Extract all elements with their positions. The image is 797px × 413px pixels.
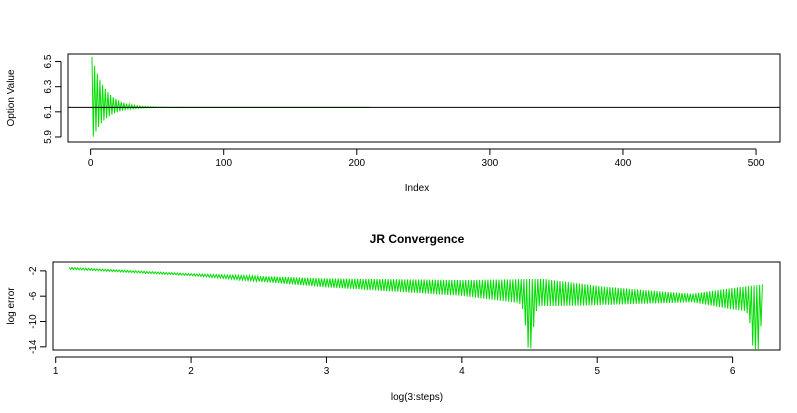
plot-frame (52, 261, 781, 351)
x-tick-label: 100 (215, 158, 232, 169)
option-value-plot: 0 100 200 300 400 500 5.9 6.1 6.3 6.5 Index Opti… (6, 53, 781, 194)
y-tick-label: 6.3 (43, 79, 54, 93)
chart-title: JR Convergence (370, 232, 465, 246)
y-tick-label: 5.9 (43, 130, 54, 144)
plot-frame (67, 53, 781, 143)
y-axis-label: Option Value (6, 69, 17, 127)
series-group (68, 266, 763, 351)
x-tick-label: 1 (53, 366, 59, 377)
x-tick-label: 300 (482, 158, 499, 169)
x-tick-label: 400 (615, 158, 632, 169)
jr-convergence-plot: JR Convergence 1 2 3 4 5 6 -2 -6 -10 -14 log(3:s… (6, 232, 781, 403)
y-axis-label: log error (6, 287, 17, 325)
x-tick-label: 500 (748, 158, 765, 169)
y-tick-label: -2 (28, 266, 39, 275)
x-tick-label: 2 (188, 366, 194, 377)
x-tick-label: 5 (594, 366, 600, 377)
x-axis-label: Index (405, 183, 429, 194)
x-tick-label: 200 (348, 158, 365, 169)
x-tick-label: 0 (88, 158, 94, 169)
option-value-series (91, 56, 371, 137)
series-group (91, 56, 371, 137)
x-tick-label: 3 (324, 366, 330, 377)
x-tick-label: 4 (459, 366, 465, 377)
y-tick-label: 6.5 (43, 54, 54, 68)
log-error-series (68, 266, 763, 351)
y-tick-label: 6.1 (43, 104, 54, 118)
y-axis: -2 -6 -10 -14 (28, 266, 47, 354)
x-tick-label: 6 (730, 366, 736, 377)
x-axis-label: log(3:steps) (391, 392, 443, 403)
y-tick-label: -6 (28, 291, 39, 300)
y-tick-label: -10 (28, 314, 39, 329)
y-tick-label: -14 (28, 339, 39, 354)
x-axis: 1 2 3 4 5 6 (53, 356, 736, 377)
y-axis: 5.9 6.1 6.3 6.5 (43, 54, 62, 144)
x-axis: 0 100 200 300 400 500 (88, 148, 765, 169)
